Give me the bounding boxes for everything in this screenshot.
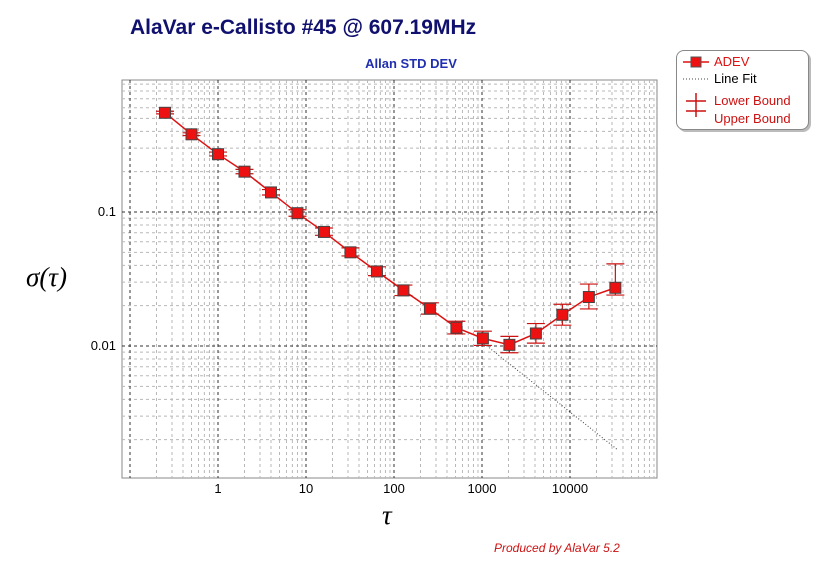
legend-item-upper: Upper Bound xyxy=(683,111,807,127)
adev-point xyxy=(582,291,595,304)
legend-item-fit: Line Fit xyxy=(683,71,807,87)
grid-major xyxy=(122,80,657,478)
grid-minor xyxy=(122,80,657,478)
adev-point xyxy=(291,207,304,220)
x-tick-label: 10 xyxy=(299,481,313,496)
legend-upper-label: Upper Bound xyxy=(714,111,791,126)
adev-point xyxy=(476,332,489,345)
x-tick-label: 100 xyxy=(383,481,405,496)
legend-fit-label: Line Fit xyxy=(714,71,757,86)
y-tick-label: 0.01 xyxy=(91,338,116,353)
adev-point xyxy=(159,106,172,119)
adev-point xyxy=(264,186,277,199)
x-tick-label: 1000 xyxy=(468,481,497,496)
legend-lower-label: Lower Bound xyxy=(714,93,791,108)
legend-item-lower: Lower Bound xyxy=(683,93,807,117)
adev-point xyxy=(529,327,542,340)
legend-adev-marker-icon xyxy=(683,56,709,68)
legend: ADEV Line Fit Lower Bound Upper Bound xyxy=(676,50,809,130)
adev-point xyxy=(344,246,357,259)
adev-point xyxy=(185,128,198,141)
legend-fit-line-icon xyxy=(683,78,709,80)
legend-item-adev: ADEV xyxy=(683,54,807,70)
adev-point xyxy=(503,338,516,351)
credit-text: Produced by AlaVar 5.2 xyxy=(494,541,620,555)
adev-point xyxy=(317,225,330,238)
chart-title: AlaVar e-Callisto #45 @ 607.19MHz xyxy=(130,16,477,39)
adev-point xyxy=(212,148,224,161)
adev-point xyxy=(556,308,569,321)
adev-point xyxy=(423,302,436,315)
adev-point xyxy=(609,281,622,294)
tick-labels: 1 10 100 1000 10000 0.1 0.01 xyxy=(91,204,588,496)
chart-subtitle: Allan STD DEV xyxy=(365,56,457,71)
legend-adev-label: ADEV xyxy=(714,54,750,69)
adev-point xyxy=(397,284,410,297)
adev-point xyxy=(450,321,463,334)
adev-point xyxy=(238,165,251,178)
adev-point xyxy=(370,265,383,278)
x-tick-label: 10000 xyxy=(552,481,588,496)
y-axis-label: σ(τ) xyxy=(26,262,67,292)
x-axis-label: τ xyxy=(382,500,392,530)
legend-bounds-icon xyxy=(686,93,706,117)
x-tick-label: 1 xyxy=(214,481,221,496)
series-adev-markers xyxy=(159,106,622,351)
y-tick-label: 0.1 xyxy=(98,204,116,219)
